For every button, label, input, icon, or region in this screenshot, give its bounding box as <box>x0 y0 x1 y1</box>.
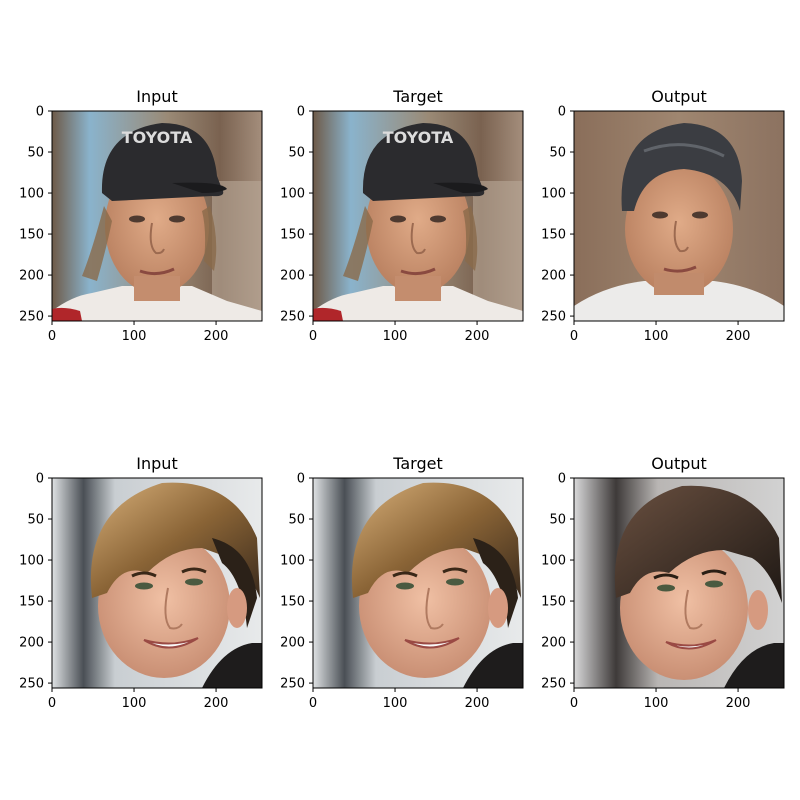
y-tick-label: 250 <box>541 310 566 325</box>
y-tick-label: 150 <box>541 595 566 610</box>
panel-title: Input <box>136 454 177 473</box>
x-tick-label: 200 <box>726 329 751 344</box>
x-tick-label: 100 <box>122 696 147 711</box>
subplot-panel: Output 0 50 100 150 200 250 0 100 200 <box>541 454 786 711</box>
y-tick-label: 250 <box>280 310 305 325</box>
y-tick-label: 0 <box>297 472 305 487</box>
panel-title: Output <box>651 87 707 106</box>
y-tick-label: 200 <box>19 636 44 651</box>
y-tick-label: 200 <box>280 269 305 284</box>
x-tick-label: 200 <box>726 696 751 711</box>
y-tick-label: 100 <box>19 187 44 202</box>
y-tick-label: 50 <box>27 146 44 161</box>
y-tick-label: 150 <box>19 595 44 610</box>
x-tick-label: 0 <box>570 696 578 711</box>
y-tick-label: 0 <box>36 105 44 120</box>
face-image <box>311 476 525 690</box>
y-tick-label: 200 <box>19 269 44 284</box>
axes-frame <box>573 110 785 322</box>
y-tick-label: 50 <box>288 146 305 161</box>
axes-frame <box>51 110 263 322</box>
y-tick-label: 50 <box>549 146 566 161</box>
y-tick-label: 250 <box>541 677 566 692</box>
panel-title: Input <box>136 87 177 106</box>
x-tick-label: 100 <box>122 329 147 344</box>
x-tick-label: 0 <box>309 329 317 344</box>
y-tick-label: 0 <box>36 472 44 487</box>
x-tick-label: 200 <box>465 329 490 344</box>
x-tick-label: 0 <box>48 696 56 711</box>
y-tick-label: 150 <box>280 228 305 243</box>
y-tick-label: 0 <box>558 105 566 120</box>
y-tick-label: 50 <box>27 513 44 528</box>
subplot-panel: Output 0 50 100 150 200 250 0 100 200 <box>541 87 786 344</box>
face-image <box>311 109 525 323</box>
subplot-panel: Target 0 50 100 150 200 250 0 100 200 <box>280 454 525 711</box>
subplot-panel: Input 0 50 100 150 200 250 0 100 200 <box>19 454 264 711</box>
face-image <box>50 476 264 690</box>
x-tick-label: 0 <box>309 696 317 711</box>
y-tick-label: 200 <box>541 636 566 651</box>
x-tick-label: 0 <box>570 329 578 344</box>
face-image <box>572 476 786 690</box>
panels-layer: Input 0 50 100 150 200 250 0 100 200 Target 0 50 100 1… <box>19 87 786 711</box>
x-tick-label: 200 <box>204 329 229 344</box>
y-tick-label: 150 <box>19 228 44 243</box>
y-tick-label: 100 <box>541 554 566 569</box>
y-tick-label: 200 <box>280 636 305 651</box>
y-tick-label: 250 <box>19 310 44 325</box>
y-tick-label: 100 <box>280 187 305 202</box>
x-tick-label: 100 <box>644 696 669 711</box>
panel-title: Target <box>392 454 443 473</box>
x-tick-label: 100 <box>383 329 408 344</box>
y-tick-label: 50 <box>549 513 566 528</box>
y-tick-label: 250 <box>19 677 44 692</box>
y-tick-label: 200 <box>541 269 566 284</box>
y-tick-label: 100 <box>280 554 305 569</box>
axes-frame <box>573 477 785 689</box>
subplot-panel: Input 0 50 100 150 200 250 0 100 200 <box>19 87 264 344</box>
y-tick-label: 50 <box>288 513 305 528</box>
x-tick-label: 200 <box>465 696 490 711</box>
x-tick-label: 100 <box>644 329 669 344</box>
face-image <box>50 109 264 323</box>
y-tick-label: 150 <box>541 228 566 243</box>
x-tick-label: 100 <box>383 696 408 711</box>
y-tick-label: 0 <box>297 105 305 120</box>
axes-frame <box>312 477 524 689</box>
axes-frame <box>312 110 524 322</box>
panel-title: Output <box>651 454 707 473</box>
panel-title: Target <box>392 87 443 106</box>
x-tick-label: 0 <box>48 329 56 344</box>
y-tick-label: 150 <box>280 595 305 610</box>
face-image <box>572 109 786 323</box>
axes-frame <box>51 477 263 689</box>
x-tick-label: 200 <box>204 696 229 711</box>
y-tick-label: 100 <box>19 554 44 569</box>
subplot-panel: Target 0 50 100 150 200 250 0 100 200 <box>280 87 525 344</box>
y-tick-label: 100 <box>541 187 566 202</box>
y-tick-label: 0 <box>558 472 566 487</box>
y-tick-label: 250 <box>280 677 305 692</box>
